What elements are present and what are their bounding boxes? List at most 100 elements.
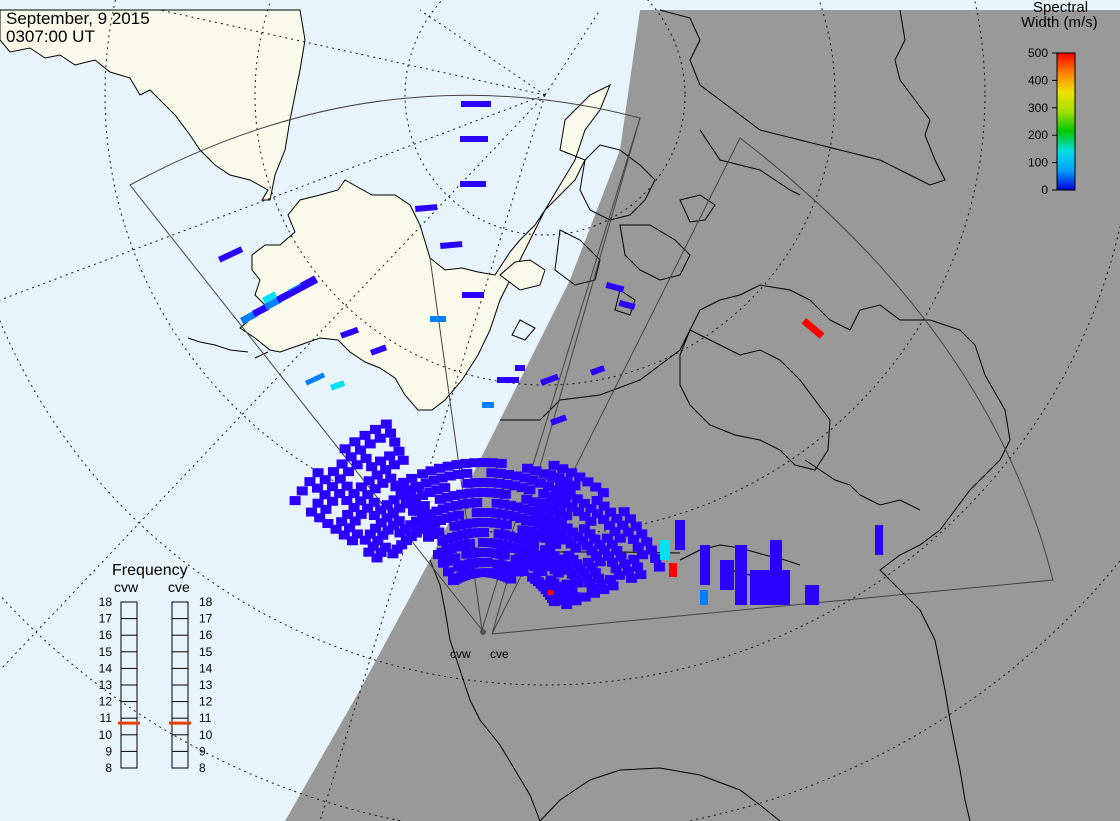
echo-cell	[581, 573, 593, 583]
echo-cell	[348, 502, 360, 512]
echo-cell	[463, 488, 475, 498]
frequency-tick-left: 16	[99, 628, 113, 642]
echo-cell	[399, 524, 411, 534]
echo-cell	[434, 494, 446, 504]
echo-cell	[460, 458, 472, 468]
colorbar-tick-label: 500	[1028, 46, 1048, 60]
echo-cell	[363, 476, 375, 486]
echo-cell	[571, 494, 583, 504]
echo-cell	[485, 478, 497, 488]
echo-cell	[535, 478, 547, 488]
echo-cell	[289, 496, 301, 506]
echo-cell	[336, 517, 348, 527]
echo-cell	[478, 508, 489, 517]
frequency-tick-right: 12	[199, 695, 213, 709]
echo-cell	[434, 463, 446, 473]
echo-cell	[550, 485, 562, 495]
echo-cell	[417, 469, 429, 479]
echo-cell	[345, 452, 357, 462]
frequency-tick-right: 15	[199, 645, 213, 659]
echo-cell	[613, 570, 625, 580]
echo-cell	[436, 473, 448, 483]
echo-cell	[370, 344, 388, 356]
echo-cell	[617, 520, 629, 530]
echo-cell	[330, 524, 342, 534]
echo-cell	[451, 460, 463, 470]
radar-site-cvw-label: cvw	[450, 647, 471, 661]
echo-cell	[371, 553, 383, 563]
echo-cell	[650, 553, 662, 563]
echo-cell	[355, 496, 367, 506]
spectral-width-colorbar: Spectral Width (m/s) 500 400 300 200 100 0	[1021, 0, 1098, 197]
echo-cell	[472, 518, 484, 528]
echo-cell	[412, 481, 424, 491]
echo-cell	[471, 508, 483, 518]
echo-cell	[574, 563, 586, 573]
frequency-tick-right: 13	[199, 678, 213, 692]
echo-cell	[509, 481, 521, 491]
echo-cell	[348, 489, 360, 499]
echo-cell	[637, 550, 649, 560]
echo-cell	[603, 551, 615, 561]
echo-cell	[497, 377, 519, 383]
echo-cell	[491, 498, 503, 508]
echo-cell	[700, 590, 708, 605]
colorbar-tick-label: 0	[1041, 183, 1048, 197]
echo-cell	[566, 502, 578, 512]
echo-cell	[393, 446, 405, 456]
echo-cell	[543, 481, 555, 491]
echo-cell	[632, 562, 644, 572]
echo-cell	[462, 292, 484, 298]
echo-cell	[597, 488, 609, 498]
echo-cell	[614, 533, 626, 543]
echo-cell	[524, 506, 536, 516]
echo-cell	[536, 566, 548, 576]
echo-cell	[375, 505, 387, 515]
echo-cell	[388, 520, 400, 530]
cve-fov	[491, 137, 1054, 635]
echo-cell	[312, 468, 324, 478]
echo-cell	[521, 463, 533, 473]
echo-cell	[531, 507, 543, 517]
echo-cell	[611, 546, 623, 556]
echo-cell	[564, 490, 576, 500]
frequency-tick-left: 14	[99, 661, 113, 675]
echo-cell	[371, 470, 383, 480]
echo-cell	[578, 524, 590, 534]
echo-cell	[537, 512, 549, 522]
echo-cell	[368, 497, 380, 507]
echo-cell	[559, 498, 571, 508]
frequency-tick-left: 10	[99, 728, 113, 742]
echo-cell	[517, 567, 529, 577]
echo-cell	[515, 365, 525, 371]
echo-cell	[393, 480, 404, 490]
echo-cell	[875, 525, 883, 555]
echo-cell	[405, 485, 417, 495]
echo-cell	[582, 557, 594, 567]
frequency-tick-right: 17	[199, 612, 213, 626]
night-side-shading	[285, 10, 1120, 821]
echo-cell	[572, 578, 584, 588]
echo-cell	[398, 489, 409, 499]
echo-cell	[314, 513, 326, 523]
echo-cell	[393, 516, 405, 526]
frequency-tick-left: 13	[99, 678, 113, 692]
echo-cell	[574, 472, 586, 482]
echo-cell	[322, 519, 334, 529]
echo-cell	[327, 496, 339, 506]
frequency-tick-right: 8	[199, 761, 206, 775]
echo-cell	[615, 552, 627, 562]
echo-cell	[660, 540, 670, 560]
echo-cell	[539, 522, 551, 532]
echo-cell	[343, 467, 355, 477]
echo-cell	[397, 455, 409, 465]
echo-cell	[554, 507, 566, 517]
radar-echoes	[217, 101, 883, 610]
echo-cell	[319, 490, 331, 500]
echo-cell	[552, 495, 564, 505]
echo-cell	[448, 491, 460, 501]
echo-cell	[482, 402, 494, 408]
echo-cell	[481, 558, 493, 568]
echo-cell	[470, 488, 482, 498]
